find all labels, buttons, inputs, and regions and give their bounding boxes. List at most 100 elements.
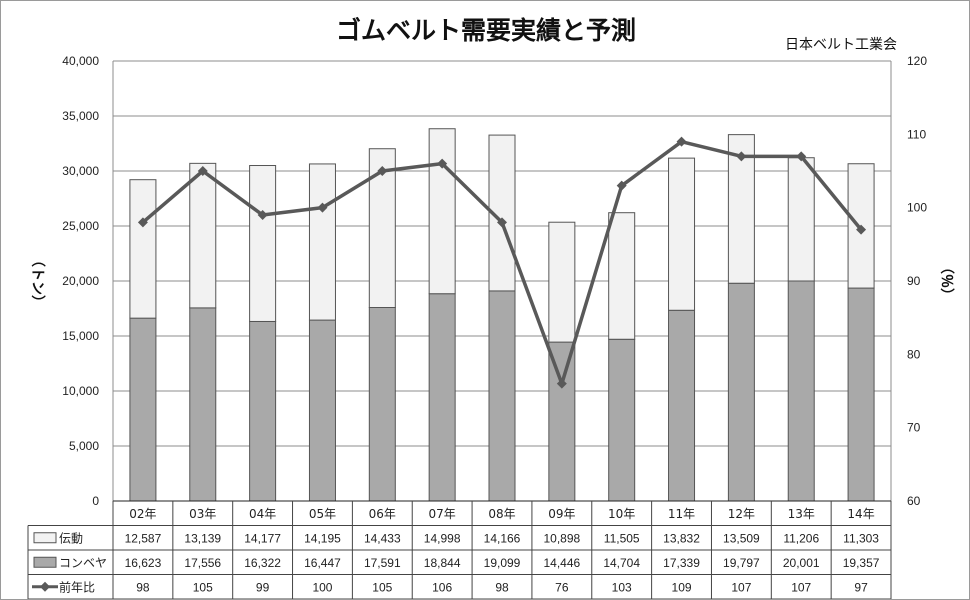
table-cell: 19,099 xyxy=(484,556,521,570)
bar-conveyor xyxy=(787,280,815,502)
table-cell: 14,446 xyxy=(543,556,580,570)
table-cell: 11,505 xyxy=(604,531,640,545)
table-cell: 20,001 xyxy=(783,556,820,570)
table-cell: 19,797 xyxy=(723,556,760,570)
y-tick-label: 15,000 xyxy=(62,329,99,343)
bar-denso xyxy=(129,179,157,319)
legend-label: 前年比 xyxy=(59,579,95,594)
y2-tick-label: 120 xyxy=(907,54,927,68)
table-cell: 11,206 xyxy=(783,531,819,545)
bar-denso xyxy=(668,157,696,311)
bar-conveyor xyxy=(847,287,875,502)
line-marker xyxy=(197,166,208,176)
bar-denso xyxy=(608,212,636,340)
table-cell: 13,509 xyxy=(723,531,760,545)
line-marker xyxy=(257,210,268,220)
table-cell: 109 xyxy=(672,580,692,594)
x-tick-label: 02年 xyxy=(129,507,156,521)
table-cell: 99 xyxy=(256,580,270,594)
table-cell: 16,623 xyxy=(125,556,162,570)
bar-denso xyxy=(249,165,277,322)
bar-conveyor xyxy=(368,306,396,502)
bar-denso xyxy=(787,157,815,282)
bar-denso xyxy=(189,162,217,309)
bar-conveyor xyxy=(428,293,456,502)
y2-tick-label: 110 xyxy=(907,127,926,141)
bar-conveyor xyxy=(249,320,277,502)
x-tick-label: 11年 xyxy=(668,507,695,521)
table-cell: 14,433 xyxy=(364,531,401,545)
table-cell: 103 xyxy=(612,580,632,594)
x-tick-label: 03年 xyxy=(189,507,216,521)
x-tick-label: 07年 xyxy=(429,507,456,521)
bar-conveyor xyxy=(727,282,755,502)
chart-source: 日本ベルト工業会 xyxy=(785,37,897,53)
table-cell: 17,591 xyxy=(364,556,401,570)
bar-conveyor xyxy=(189,307,217,502)
table-cell: 98 xyxy=(136,580,150,594)
y2-tick-label: 80 xyxy=(907,347,921,361)
table-cell: 18,844 xyxy=(424,556,461,570)
y-tick-label: 20,000 xyxy=(62,274,99,288)
line-marker xyxy=(616,180,627,191)
table-cell: 13,139 xyxy=(184,531,221,545)
line-marker xyxy=(736,151,747,162)
table-cell: 107 xyxy=(731,580,751,594)
table-cell: 10,898 xyxy=(543,531,580,545)
bar-conveyor xyxy=(308,319,336,502)
bar-denso xyxy=(428,128,456,295)
table-cell: 14,195 xyxy=(304,531,341,545)
bar-conveyor xyxy=(548,341,576,502)
x-tick-label: 10年 xyxy=(608,507,635,521)
legend-label: コンベヤ xyxy=(59,556,107,570)
table-cell: 17,556 xyxy=(184,556,221,570)
bar-conveyor xyxy=(668,309,696,502)
table-cell: 11,303 xyxy=(843,531,879,545)
x-tick-label: 09年 xyxy=(548,507,575,521)
table-cell: 98 xyxy=(495,580,509,594)
x-tick-label: 04年 xyxy=(249,507,276,521)
legend-key-conveyor xyxy=(33,556,57,568)
table-cell: 105 xyxy=(193,580,213,594)
legend-label: 伝動 xyxy=(59,531,83,545)
y2-axis-label: （％） xyxy=(938,260,954,302)
line-marker xyxy=(676,136,687,147)
table-cell: 12,587 xyxy=(125,531,162,545)
table-cell: 14,166 xyxy=(484,531,521,545)
y2-tick-label: 100 xyxy=(907,201,927,215)
line-marker xyxy=(137,217,148,228)
table-cell: 13,832 xyxy=(663,531,700,545)
table-cell: 107 xyxy=(791,580,811,594)
table-cell: 14,177 xyxy=(244,531,281,545)
x-tick-label: 05年 xyxy=(309,507,336,521)
bar-denso xyxy=(548,221,576,343)
legend-key-marker xyxy=(40,581,50,592)
y-tick-label: 35,000 xyxy=(62,109,99,123)
bar-conveyor xyxy=(608,338,636,502)
table-cell: 14,998 xyxy=(424,531,461,545)
table-cell: 14,704 xyxy=(603,556,640,570)
line-marker xyxy=(556,378,567,389)
table-cell: 19,357 xyxy=(843,556,880,570)
y2-tick-label: 90 xyxy=(907,274,921,288)
x-tick-label: 13年 xyxy=(788,507,815,521)
x-tick-label: 14年 xyxy=(847,507,874,521)
table-cell: 16,447 xyxy=(304,556,341,570)
chart-title: ゴムベルト需要実績と予測 xyxy=(335,16,636,45)
legend-key-denso xyxy=(33,532,57,544)
x-tick-label: 08年 xyxy=(488,507,515,521)
y-tick-label: 30,000 xyxy=(62,164,99,178)
bar-denso xyxy=(308,163,336,321)
y-tick-label: 25,000 xyxy=(62,219,99,233)
bar-conveyor xyxy=(129,317,157,502)
bar-conveyor xyxy=(488,290,516,502)
y-axis-label: （トン） xyxy=(29,253,45,309)
line-marker xyxy=(856,224,867,235)
y2-tick-label: 60 xyxy=(907,494,921,508)
table-cell: 100 xyxy=(312,580,332,594)
table-cell: 106 xyxy=(432,580,452,594)
line-marker xyxy=(317,202,328,213)
table-cell: 17,339 xyxy=(663,556,700,570)
